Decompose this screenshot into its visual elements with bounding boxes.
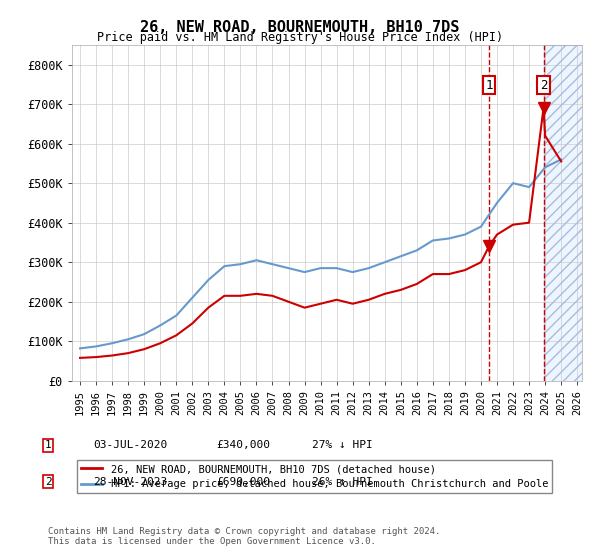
Text: 28-NOV-2023: 28-NOV-2023 [93,477,167,487]
Text: 26% ↑ HPI: 26% ↑ HPI [312,477,373,487]
Bar [544,45,582,381]
Text: 2: 2 [540,78,547,92]
Text: 03-JUL-2020: 03-JUL-2020 [93,440,167,450]
Text: 26, NEW ROAD, BOURNEMOUTH, BH10 7DS: 26, NEW ROAD, BOURNEMOUTH, BH10 7DS [140,20,460,35]
Text: 2: 2 [44,477,52,487]
Text: 1: 1 [485,78,493,92]
Text: Contains HM Land Registry data © Crown copyright and database right 2024.
This d: Contains HM Land Registry data © Crown c… [48,526,440,546]
Text: 1: 1 [44,440,52,450]
Legend: 26, NEW ROAD, BOURNEMOUTH, BH10 7DS (detached house), HPI: Average price, detach: 26, NEW ROAD, BOURNEMOUTH, BH10 7DS (det… [77,460,552,493]
Text: £690,000: £690,000 [216,477,270,487]
Bar [544,45,582,381]
Text: Price paid vs. HM Land Registry's House Price Index (HPI): Price paid vs. HM Land Registry's House … [97,31,503,44]
Text: £340,000: £340,000 [216,440,270,450]
Text: 27% ↓ HPI: 27% ↓ HPI [312,440,373,450]
